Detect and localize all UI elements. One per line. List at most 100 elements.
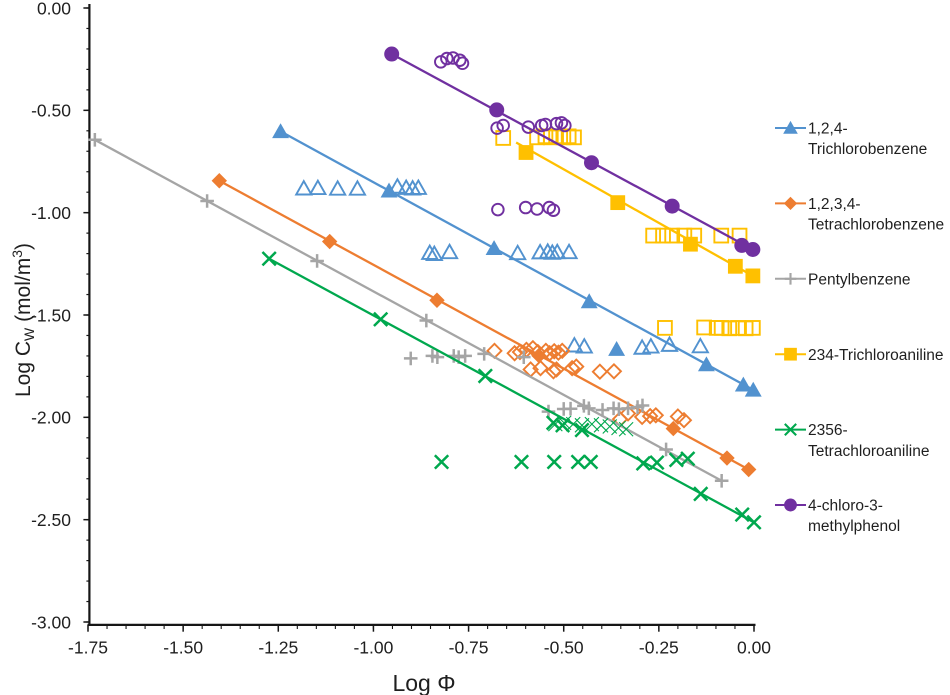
- marker-diamond: [531, 348, 547, 364]
- x-tick-label: -0.25: [639, 638, 679, 658]
- marker-x: [570, 454, 586, 470]
- y-tick-label: -3.00: [31, 612, 71, 632]
- marker-triangle: [272, 123, 290, 139]
- marker-x: [477, 368, 493, 384]
- legend-item: 2356- Tetrachloroaniline: [775, 422, 930, 460]
- legend-label: methylphenol: [808, 518, 900, 535]
- marker-circle: [453, 53, 467, 67]
- legend: 1,2,4- Trichlorobenzene 1,2,3,4- Tetrachlor…: [775, 121, 944, 535]
- marker-diamond: [605, 362, 623, 380]
- marker-triangle: [348, 179, 367, 196]
- marker-square: [645, 227, 661, 244]
- marker-x: [373, 311, 389, 327]
- marker-triangle: [420, 243, 439, 260]
- marker-plus: [458, 349, 472, 363]
- trend-line: [94, 138, 723, 482]
- marker-square: [655, 227, 671, 244]
- series-1-2-4-trichlorobenzene: [272, 123, 762, 397]
- marker-x: [583, 454, 599, 470]
- marker-circle: [521, 120, 536, 134]
- marker-circle: [491, 202, 505, 217]
- marker-plus: [403, 351, 418, 366]
- marker-square: [683, 236, 698, 252]
- marker-x: [680, 451, 696, 467]
- marker-circle: [489, 102, 505, 118]
- series-4-chloro-3-methylphenol: [384, 46, 761, 258]
- marker-triangle: [660, 335, 679, 352]
- marker-plus: [714, 473, 729, 488]
- marker-triangle: [294, 179, 314, 196]
- legend-item: 1,2,4- Trichlorobenzene: [775, 121, 927, 158]
- legend-item: 1,2,3,4- Tetrachlorobenzene: [775, 196, 944, 234]
- y-tick-label: -1.00: [31, 203, 71, 223]
- marker-diamond: [321, 233, 338, 250]
- legend-label: 1,2,4-: [808, 121, 848, 138]
- marker-x: [602, 419, 618, 434]
- marker-circle: [455, 56, 470, 71]
- marker-diamond: [429, 292, 445, 308]
- marker-plus: [582, 401, 596, 416]
- marker-circle: [784, 498, 797, 512]
- x-tick-label: -1.00: [353, 638, 393, 658]
- marker-diamond: [675, 411, 693, 429]
- marker-circle: [490, 121, 504, 135]
- marker-triangle: [565, 336, 584, 353]
- marker-circle: [558, 118, 572, 133]
- marker-circle: [745, 242, 761, 258]
- y-axis-title: Log CW (mol/m3): [9, 243, 37, 397]
- marker-diamond: [532, 359, 549, 377]
- marker-triangle: [328, 179, 347, 196]
- marker-square: [610, 195, 626, 211]
- marker-triangle: [575, 337, 594, 354]
- marker-x: [433, 454, 450, 470]
- marker-x: [618, 421, 634, 437]
- marker-plus: [563, 401, 578, 416]
- marker-diamond: [548, 361, 565, 378]
- marker-plus: [595, 403, 610, 417]
- marker-triangle: [608, 340, 626, 356]
- marker-diamond: [567, 358, 585, 375]
- marker-square: [657, 320, 673, 336]
- marker-triangle: [409, 178, 428, 195]
- marker-circle: [554, 116, 569, 130]
- marker-triangle: [548, 242, 567, 260]
- marker-diamond: [719, 450, 735, 466]
- marker-square: [566, 129, 582, 146]
- marker-square: [727, 258, 743, 274]
- marker-x: [649, 454, 665, 471]
- marker-plus: [310, 254, 324, 268]
- x-tick-label: -1.75: [68, 638, 108, 658]
- series-pentylbenzene: [88, 133, 729, 488]
- marker-x: [546, 454, 562, 470]
- marker-triangle: [691, 336, 710, 354]
- legend-label: 1,2,3,4-: [808, 196, 861, 213]
- marker-square: [518, 145, 534, 160]
- marker-circle: [530, 202, 544, 216]
- marker-triangle: [641, 337, 661, 354]
- legend-label: Tetrachloroaniline: [808, 443, 930, 460]
- legend-label: 2356-: [808, 422, 848, 439]
- marker-square: [745, 320, 761, 336]
- marker-plus: [516, 350, 531, 364]
- legend-label: Tetrachlorobenzene: [808, 217, 944, 234]
- marker-triangle: [559, 242, 579, 260]
- marker-diamond: [740, 461, 757, 478]
- legend-label: Trichlorobenzene: [808, 141, 927, 158]
- trend-line: [268, 257, 755, 524]
- marker-square: [664, 227, 681, 244]
- marker-square: [745, 268, 761, 284]
- marker-diamond: [633, 408, 651, 426]
- marker-x: [784, 423, 797, 437]
- marker-x: [734, 506, 750, 523]
- marker-square: [696, 319, 712, 336]
- marker-diamond: [553, 342, 571, 360]
- trend-line: [391, 53, 754, 251]
- marker-triangle: [734, 376, 752, 392]
- axes: 0.00 -0.50 -1.00 -1.50 -2.00 -2.50 -3.00 -1.75 -…: [9, 0, 771, 695]
- marker-x: [574, 422, 590, 438]
- marker-triangle: [580, 293, 598, 309]
- trend-line: [280, 130, 754, 391]
- marker-diamond: [511, 343, 529, 361]
- marker-circle: [496, 118, 510, 133]
